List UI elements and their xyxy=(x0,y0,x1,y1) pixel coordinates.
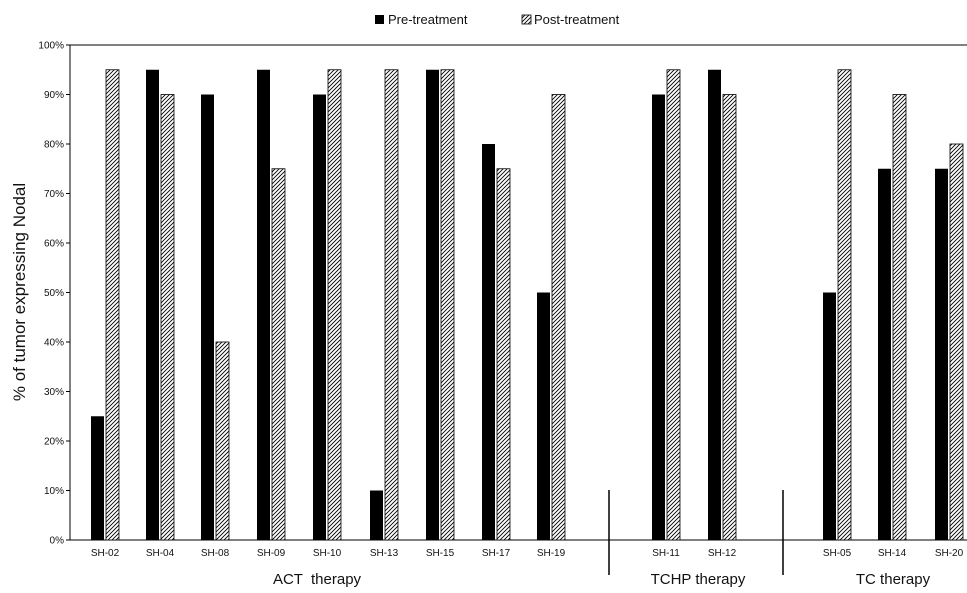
x-tick-label-sh-02: SH-02 xyxy=(91,548,120,559)
y-tick-label: 80% xyxy=(44,140,64,151)
bar-pre-sh-05 xyxy=(823,292,836,540)
x-tick-label-sh-05: SH-05 xyxy=(823,548,852,559)
bar-post-sh-05 xyxy=(837,69,852,541)
group-label-act: ACT therapy xyxy=(273,571,362,588)
y-tick-label: 50% xyxy=(44,288,64,299)
bar-post-sh-04 xyxy=(160,94,175,541)
x-tick-label-sh-19: SH-19 xyxy=(537,548,566,559)
legend-label-pre: Pre-treatment xyxy=(388,12,468,27)
bar-post-sh-08 xyxy=(215,341,230,541)
x-tick-labels: SH-02 SH-04 SH-08 SH-09 SH-10 SH-13 SH-15 SH-17… xyxy=(91,548,964,559)
y-ticks: 0% 10% 20% 30% 40% 50% 60% 70% 80% 90% 100% xyxy=(38,41,70,547)
y-tick-label: 90% xyxy=(44,90,64,101)
bar-post-sh-14 xyxy=(892,94,907,541)
bar-pre-sh-08 xyxy=(201,94,214,540)
x-tick-label-sh-08: SH-08 xyxy=(201,548,230,559)
bar-post-sh-10 xyxy=(327,69,342,541)
bar-post-sh-11 xyxy=(666,69,681,541)
legend: Pre-treatment Post-treatment xyxy=(375,12,620,27)
group-label-tchp: TCHP therapy xyxy=(651,571,746,588)
x-tick-label-sh-09: SH-09 xyxy=(257,548,286,559)
bar-pre-sh-19 xyxy=(537,292,550,540)
bar-post-sh-20 xyxy=(949,143,964,541)
bar-pre-sh-20 xyxy=(935,168,948,540)
bar-pre-sh-09 xyxy=(257,69,270,540)
bar-pre-sh-13 xyxy=(370,490,383,540)
bars xyxy=(91,69,964,541)
x-tick-label-sh-14: SH-14 xyxy=(878,548,907,559)
y-tick-label: 100% xyxy=(38,41,64,52)
legend-label-post: Post-treatment xyxy=(534,12,620,27)
group-label-tc: TC therapy xyxy=(856,571,931,588)
bar-pre-sh-02 xyxy=(91,416,104,540)
bar-pre-sh-11 xyxy=(652,94,665,540)
bar-post-sh-09 xyxy=(271,168,286,541)
bar-post-sh-13 xyxy=(384,69,399,541)
x-tick-label-sh-15: SH-15 xyxy=(426,548,455,559)
x-tick-label-sh-04: SH-04 xyxy=(146,548,175,559)
x-tick-label-sh-20: SH-20 xyxy=(935,548,964,559)
y-tick-label: 20% xyxy=(44,437,64,448)
legend-swatch-post xyxy=(521,14,532,25)
bar-pre-sh-10 xyxy=(313,94,326,540)
y-tick-label: 30% xyxy=(44,387,64,398)
x-tick-label-sh-17: SH-17 xyxy=(482,548,511,559)
bar-post-sh-15 xyxy=(440,69,455,541)
y-tick-label: 0% xyxy=(50,536,65,547)
legend-swatch-pre xyxy=(375,15,384,24)
bar-post-sh-12 xyxy=(722,94,737,541)
bar-pre-sh-15 xyxy=(426,69,439,540)
bar-pre-sh-04 xyxy=(146,69,159,540)
y-axis-label: % of tumor expressing Nodal xyxy=(10,183,29,401)
group-labels: ACT therapy TCHP therapy TC therapy xyxy=(273,571,931,588)
x-tick-label-sh-10: SH-10 xyxy=(313,548,342,559)
bar-pre-sh-17 xyxy=(482,144,495,540)
bar-pre-sh-14 xyxy=(878,168,891,540)
x-tick-label-sh-13: SH-13 xyxy=(370,548,399,559)
x-tick-label-sh-11: SH-11 xyxy=(652,548,680,559)
x-tick-label-sh-12: SH-12 xyxy=(708,548,737,559)
y-tick-label: 40% xyxy=(44,338,64,349)
bar-post-sh-17 xyxy=(496,168,511,541)
bar-post-sh-02 xyxy=(105,69,120,541)
y-tick-label: 70% xyxy=(44,189,64,200)
bar-pre-sh-12 xyxy=(708,69,721,540)
bar-post-sh-19 xyxy=(551,94,566,541)
y-tick-label: 10% xyxy=(44,486,64,497)
group-separators xyxy=(608,490,784,575)
y-tick-label: 60% xyxy=(44,239,64,250)
